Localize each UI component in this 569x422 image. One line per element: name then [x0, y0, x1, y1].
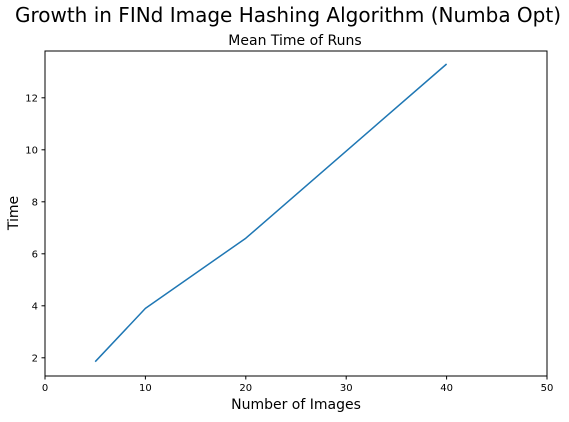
y-tick-label: 2: [32, 353, 38, 364]
x-tick-label: 10: [139, 383, 152, 394]
y-tick-label: 6: [32, 249, 38, 260]
series-line: [94, 63, 448, 363]
y-axis-label: Time: [6, 196, 22, 231]
x-tick-label: 20: [239, 383, 252, 394]
x-tick-label: 30: [340, 383, 353, 394]
y-tick-label: 10: [25, 145, 38, 156]
chart-subtitle: Mean Time of Runs: [228, 33, 361, 49]
y-tick-label: 12: [25, 93, 38, 104]
plot-frame: [44, 50, 548, 377]
chart-title: Growth in FINd Image Hashing Algorithm (…: [15, 3, 561, 27]
x-tick-label: 0: [42, 383, 48, 394]
x-tick-label: 40: [440, 383, 453, 394]
x-axis-label: Number of Images: [231, 397, 361, 413]
y-tick-label: 8: [32, 197, 38, 208]
y-tick-label: 4: [32, 301, 38, 312]
x-tick-label: 50: [541, 383, 554, 394]
